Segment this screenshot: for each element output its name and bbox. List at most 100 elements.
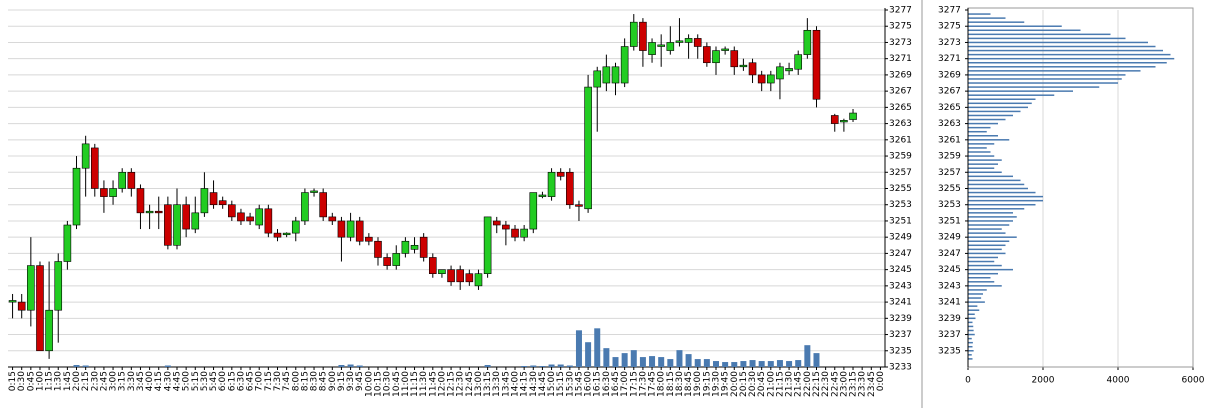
x-tick-label: 6:30 [236,371,246,391]
profile-bar [968,321,973,324]
profile-bar [968,313,975,316]
candle-body [730,50,739,68]
x-tick-label: 16:15 [593,371,603,397]
volume-bar [585,342,592,367]
y-tick-label: 3239 [889,314,912,324]
candle-body [511,228,519,238]
profile-bar [968,53,1171,56]
volume-bar [694,359,701,367]
profile-bar [968,106,1028,109]
profile-bar [968,167,995,169]
profile-bar [968,220,1013,222]
x-tick-label: 17:45 [648,371,658,397]
x-tick-label: 10:15 [373,371,383,397]
volume-bar [712,361,719,367]
candle-body [520,228,528,238]
profile-bar [968,41,1148,44]
profile-bar [968,252,1006,255]
profile-bar [968,25,1062,27]
x-tick-label: 12:30 [456,371,466,397]
candle-body [301,192,309,222]
candle-body [365,236,373,242]
candle-body [310,190,318,193]
volume-bar [484,365,491,367]
profile-bar [968,155,995,157]
candle-body [54,261,63,311]
x-tick-label: 0 [965,376,971,386]
candle-body [273,232,282,238]
x-tick-label: 2:45 [99,371,109,391]
x-tick-label: 8:30 [310,371,320,391]
volume-bar [639,357,646,367]
volume-bar [813,353,820,367]
profile-bar [968,277,991,279]
x-tick-label: 16:45 [611,371,621,397]
candle-body [584,86,592,210]
profile-bar [968,236,1017,238]
candle-body [776,66,784,80]
candle-body [438,269,446,274]
x-tick-label: 2:00 [72,371,82,391]
profile-bar [968,354,972,356]
x-tick-label: 10:00 [364,371,374,397]
profile-bar [968,74,1126,76]
y-tick-label: 3237 [889,330,912,340]
candle-body [529,192,538,230]
volume-bar [649,356,656,367]
candle-body [666,42,675,51]
candle-body [721,48,729,51]
profile-bar [968,17,1006,19]
x-tick-label: 14:00 [511,371,521,397]
x-tick-label: 10:45 [392,371,402,397]
y-tick-label: 3245 [938,265,961,275]
volume-bar [758,361,765,367]
profile-bar [968,37,1126,40]
profile-bar [968,285,1002,287]
y-tick-label: 3259 [938,152,961,162]
candle-body [447,269,455,283]
x-tick-label: 20:30 [748,371,758,397]
candle-body [164,204,172,246]
profile-bar [968,297,982,299]
candle-body [282,232,291,236]
y-tick-label: 3255 [889,184,912,194]
x-tick-label: 13:45 [501,371,511,397]
profile-bar [968,66,1156,68]
candle-body [72,167,81,226]
candle-body [237,212,245,222]
y-tick-label: 3265 [938,103,961,113]
candle-body [757,74,766,84]
candle-body [63,224,72,262]
candle-body [739,64,748,68]
x-tick-label: 19:15 [702,371,712,397]
profile-bar [968,281,995,283]
y-tick-label: 3273 [889,38,912,48]
volume-bar [685,354,692,367]
candle-body [593,70,602,88]
candle-body [401,240,410,254]
volume-bar [658,357,665,367]
candle-body [675,40,684,43]
y-tick-label: 3243 [938,281,961,291]
candle-body [684,38,693,43]
volume-bar [676,350,683,367]
profile-bar [968,57,1175,60]
candle-body [319,192,327,218]
profile-bar [968,102,1032,105]
volume-bar [621,353,628,367]
volume-bar [82,365,89,367]
profile-bar [968,305,978,307]
volume-bar [548,364,555,367]
x-tick-label: 3:15 [118,371,128,391]
x-tick-label: 14:45 [538,371,548,397]
profile-bar [968,256,998,259]
candle-body [840,120,848,123]
candle-body [767,74,775,84]
x-tick-label: 4:45 [173,371,183,391]
y-tick-label: 3239 [938,314,961,324]
profile-bar [968,159,1002,161]
y-tick-label: 3271 [889,54,912,64]
x-tick-label: 6000 [1182,376,1205,386]
candle-body [246,216,254,222]
y-tick-label: 3277 [938,6,961,16]
